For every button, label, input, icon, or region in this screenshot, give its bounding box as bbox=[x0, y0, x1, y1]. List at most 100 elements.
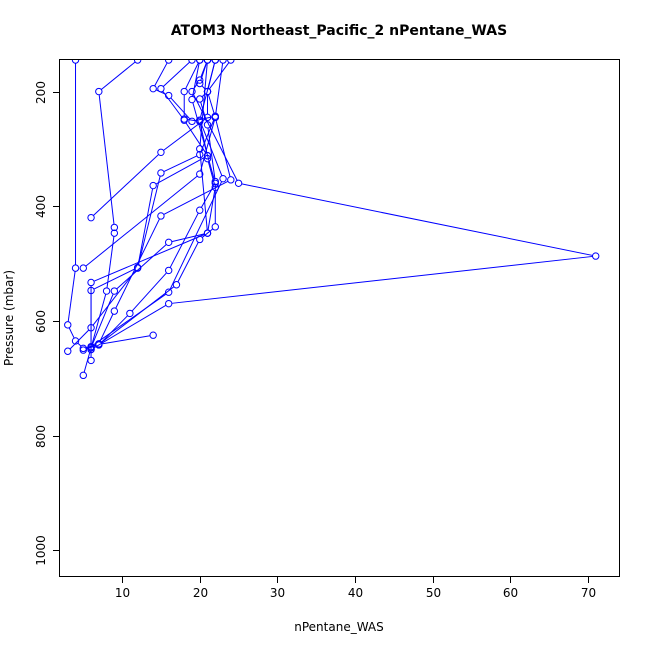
data-point bbox=[110, 229, 119, 237]
data-point bbox=[196, 60, 204, 64]
series-line-segment bbox=[101, 335, 151, 345]
x-tick-label: 70 bbox=[581, 586, 596, 600]
series-5 bbox=[87, 60, 219, 352]
series-line-segment bbox=[185, 62, 199, 89]
series-line-segment bbox=[85, 175, 198, 267]
data-point bbox=[188, 60, 196, 64]
data-point bbox=[126, 309, 134, 318]
series-line-segment bbox=[170, 97, 191, 120]
x-tick-label: 50 bbox=[426, 586, 441, 600]
data-point bbox=[211, 179, 219, 187]
series-line-segment bbox=[200, 122, 223, 176]
series-line-segment bbox=[154, 62, 168, 87]
series-line-segment bbox=[201, 228, 214, 238]
y-tick-label: 400 bbox=[34, 195, 48, 218]
x-tick-label: 40 bbox=[348, 586, 363, 600]
data-point bbox=[180, 115, 188, 123]
series-line-segment bbox=[116, 244, 167, 290]
x-tick-label: 60 bbox=[503, 586, 518, 600]
series-line-segment bbox=[215, 120, 231, 177]
data-point bbox=[188, 95, 196, 104]
plot-area bbox=[64, 60, 600, 380]
series-line-segment bbox=[177, 242, 199, 283]
data-point bbox=[234, 179, 243, 187]
data-point bbox=[164, 288, 173, 296]
series-line-segment bbox=[77, 342, 82, 347]
series-8 bbox=[79, 60, 235, 272]
data-point bbox=[211, 113, 219, 122]
series-line-segment bbox=[93, 268, 135, 290]
series-line-segment bbox=[207, 190, 216, 231]
data-point bbox=[64, 321, 72, 329]
x-tick-label: 10 bbox=[115, 586, 130, 600]
y-tick-label: 1000 bbox=[34, 535, 48, 566]
series-line-segment bbox=[100, 315, 128, 344]
series-line-segment bbox=[200, 185, 215, 208]
series-line-segment bbox=[241, 183, 593, 256]
data-point bbox=[196, 170, 204, 178]
series-line-segment bbox=[199, 63, 208, 146]
series-line-segment bbox=[192, 94, 238, 181]
series-line-segment bbox=[169, 212, 199, 268]
series-line-segment bbox=[98, 94, 115, 225]
data-point bbox=[133, 60, 142, 64]
data-point bbox=[110, 287, 119, 295]
data-point bbox=[188, 87, 196, 96]
chart-title: ATOM3 Northeast_Pacific_2 nPentane_WAS bbox=[171, 23, 507, 39]
series-line-segment bbox=[100, 61, 136, 90]
data-point bbox=[110, 223, 119, 232]
data-point bbox=[71, 264, 80, 272]
data-point bbox=[203, 60, 212, 64]
data-point bbox=[180, 87, 188, 96]
data-point bbox=[79, 371, 87, 380]
series-line-segment bbox=[169, 181, 223, 290]
x-axis: 10 20 30 40 50 60 70 bbox=[115, 576, 596, 600]
series-line-segment bbox=[115, 218, 160, 309]
x-axis-label: nPentane_WAS bbox=[294, 620, 383, 634]
series-9 bbox=[95, 60, 235, 348]
data-point bbox=[203, 229, 212, 237]
series-10 bbox=[87, 60, 600, 354]
series-line-segment bbox=[83, 350, 91, 373]
series-line-segment bbox=[200, 118, 215, 152]
series-1 bbox=[64, 60, 157, 353]
series-line-segment bbox=[93, 304, 167, 349]
series-line-segment bbox=[137, 175, 161, 266]
data-point bbox=[219, 174, 227, 183]
data-point bbox=[95, 87, 103, 96]
data-point bbox=[196, 76, 204, 84]
series-line-segment bbox=[99, 313, 114, 342]
series-line-segment bbox=[209, 62, 230, 90]
series-line-segment bbox=[200, 62, 207, 78]
data-point bbox=[157, 169, 165, 177]
series-line-segment bbox=[91, 294, 107, 345]
data-point bbox=[149, 331, 157, 339]
series-line-segment bbox=[91, 293, 114, 346]
data-point bbox=[188, 117, 196, 126]
series-line-segment bbox=[68, 327, 75, 339]
data-point bbox=[196, 150, 204, 159]
series-13 bbox=[87, 60, 212, 354]
y-tick-label: 800 bbox=[34, 425, 48, 448]
plot-frame bbox=[59, 59, 620, 577]
series-line-segment bbox=[93, 154, 159, 216]
series-line-segment bbox=[67, 271, 76, 322]
series-line-segment bbox=[163, 180, 229, 215]
data-point bbox=[149, 84, 157, 93]
y-axis: 200 400 600 800 1000 bbox=[34, 81, 60, 566]
data-point bbox=[102, 287, 111, 295]
series-line-segment bbox=[187, 119, 197, 122]
series-line-segment bbox=[155, 156, 205, 185]
series-line-segment bbox=[162, 61, 190, 87]
data-point bbox=[211, 60, 219, 64]
y-tick-label: 600 bbox=[34, 310, 48, 333]
data-point bbox=[64, 347, 72, 355]
x-tick-label: 30 bbox=[270, 586, 285, 600]
data-point bbox=[71, 60, 80, 64]
data-point bbox=[196, 206, 204, 214]
series-line-segment bbox=[207, 94, 215, 115]
data-point bbox=[172, 281, 181, 289]
series-line-segment bbox=[192, 63, 200, 97]
data-point bbox=[196, 79, 204, 88]
